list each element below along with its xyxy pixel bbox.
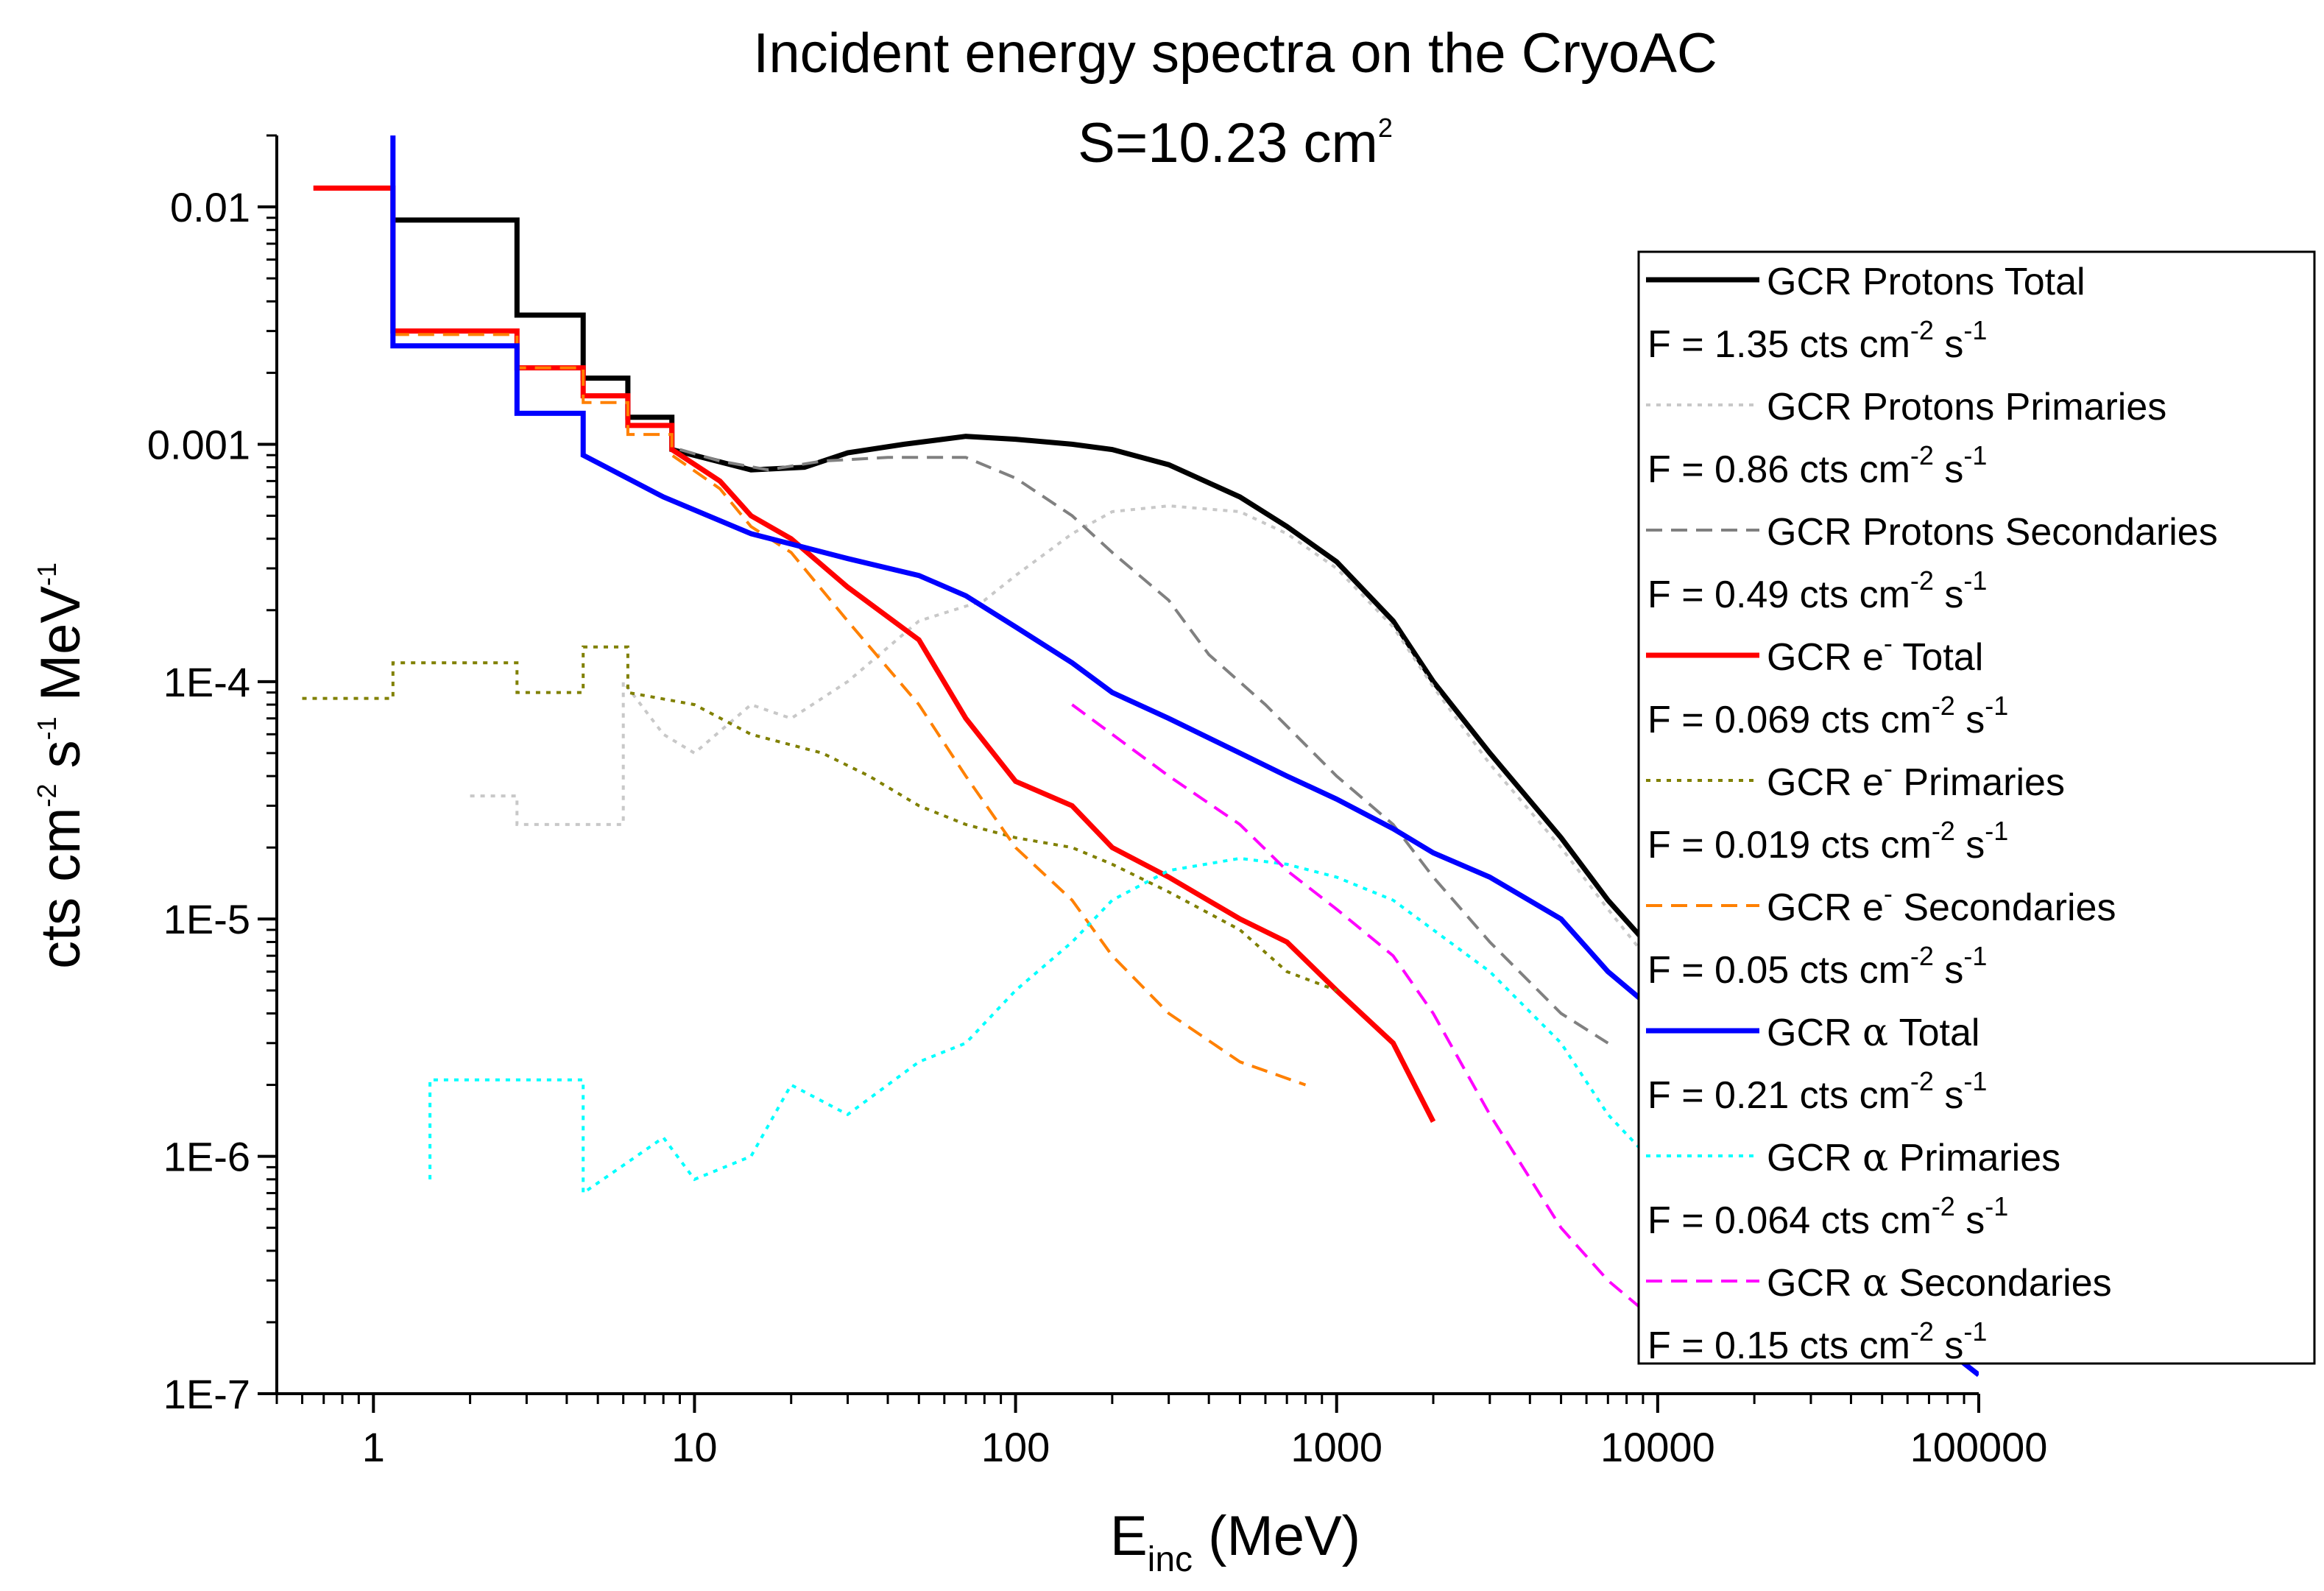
legend-flux-7: F = 0.21 cts cm-2 s-1	[1647, 1066, 1987, 1117]
legend-entries: GCR Protons Total F = 1.35 cts cm-2 s-1 GC…	[1646, 261, 2218, 1367]
y-tick-label-4: 1E-4	[163, 659, 250, 705]
axes-layer: 1 10 100 1000 10000 100000 1E-7 1E-6 1E-5 1E-4 0.0…	[147, 134, 2048, 1470]
series-line-1	[392, 217, 1660, 958]
y-tick-label-6: 0.01	[170, 184, 250, 230]
series-line-3	[679, 448, 1609, 1045]
legend-label-1: GCR Protons Total	[1767, 261, 2085, 303]
x-tick-label-3: 100	[981, 1424, 1050, 1470]
series-line-5	[302, 645, 1338, 992]
legend-flux-1: F = 1.35 cts cm-2 s-1	[1647, 315, 1987, 366]
legend-box	[1637, 250, 2316, 1365]
legend-label-6: GCR e- Secondaries	[1767, 878, 2116, 929]
x-axis-label-sub: inc	[1148, 1540, 1193, 1579]
series-line-7	[390, 135, 1979, 1377]
series-line-9	[1071, 703, 1659, 1324]
y-axis-label-part2: s	[29, 740, 92, 783]
chart-subtitle: S=10.23 cm2	[1078, 112, 1393, 174]
series-line-8	[428, 856, 1659, 1196]
series-layer	[302, 135, 1979, 1377]
legend-label-8: GCR α Primaries	[1767, 1136, 2060, 1180]
chart-title: Incident energy spectra on the CryoAC	[753, 22, 1717, 85]
y-tick-label-5: 0.001	[147, 421, 250, 468]
x-tick-label-1: 1	[362, 1424, 385, 1470]
legend-label-4: GCR e- Total	[1767, 628, 1983, 679]
y-axis-label-part1: cts cm	[29, 808, 92, 970]
legend-label-7: GCR α Total	[1767, 1011, 1979, 1055]
legend-label-9: GCR α Secondaries	[1767, 1261, 2112, 1305]
legend-flux-8: F = 0.064 cts cm-2 s-1	[1647, 1191, 2008, 1242]
y-axis-label-sup1: -2	[32, 783, 62, 807]
chart-subtitle-sup: 2	[1378, 113, 1393, 143]
y-axis-label-sup3: -1	[32, 562, 62, 586]
legend-label-5: GCR e- Primaries	[1767, 753, 2065, 804]
legend-flux-6: F = 0.05 cts cm-2 s-1	[1647, 941, 1987, 992]
x-axis-label: Einc (MeV)	[1110, 1505, 1360, 1579]
x-axis-label-suffix: (MeV)	[1193, 1505, 1360, 1567]
chart-subtitle-main: S=10.23 cm	[1078, 112, 1378, 174]
y-tick-label-2: 1E-6	[163, 1134, 250, 1180]
x-tick-label-4: 1000	[1290, 1424, 1382, 1470]
x-tick-label-2: 10	[671, 1424, 717, 1470]
legend-label-3: GCR Protons Secondaries	[1767, 511, 2218, 554]
legend-flux-9: F = 0.15 cts cm-2 s-1	[1647, 1316, 1987, 1367]
legend-flux-5: F = 0.019 cts cm-2 s-1	[1647, 816, 2008, 867]
series-line-4	[313, 186, 1436, 1123]
series-line-6	[392, 333, 1307, 1087]
legend-flux-4: F = 0.069 cts cm-2 s-1	[1647, 691, 2008, 741]
y-tick-label-3: 1E-5	[163, 896, 250, 942]
y-axis-label-sup2: -1	[32, 716, 62, 740]
legend-flux-2: F = 0.86 cts cm-2 s-1	[1647, 440, 1987, 491]
y-tick-label-1: 1E-7	[163, 1371, 250, 1417]
x-axis-label-main: E	[1110, 1505, 1148, 1567]
legend-flux-3: F = 0.49 cts cm-2 s-1	[1647, 565, 1987, 616]
y-axis-label: cts cm-2 s-1 MeV-1	[29, 562, 92, 969]
x-tick-label-6: 100000	[1910, 1424, 2048, 1470]
x-tick-label-5: 10000	[1600, 1424, 1715, 1470]
y-axis-label-part3: MeV	[29, 586, 92, 717]
legend-label-2: GCR Protons Primaries	[1767, 386, 2166, 428]
legend: GCR Protons Total F = 1.35 cts cm-2 s-1 GC…	[1637, 250, 2316, 1367]
